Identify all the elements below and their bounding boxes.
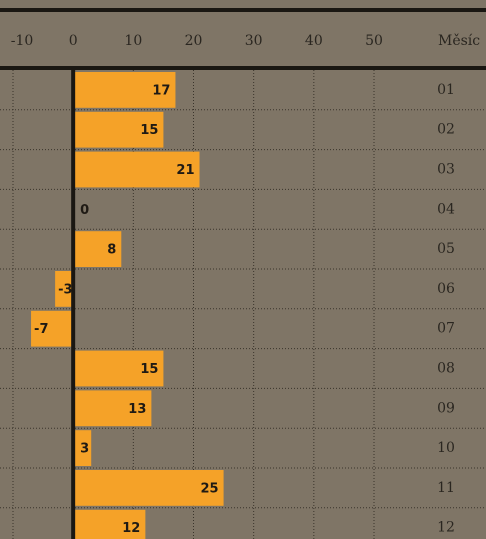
value-label: 15	[140, 123, 158, 138]
category-label: 04	[437, 201, 455, 217]
bar	[73, 151, 200, 188]
category-label: 03	[437, 162, 455, 178]
x-tick-label: 10	[124, 33, 142, 49]
x-tick-label: 50	[365, 33, 383, 49]
category-label: 07	[437, 321, 455, 337]
bar	[73, 390, 152, 427]
category-label: 05	[437, 241, 455, 257]
x-tick-label: -10	[11, 33, 34, 49]
value-label: 25	[200, 481, 218, 496]
x-tick-label: 30	[245, 33, 263, 49]
bar	[73, 430, 92, 466]
x-tick-label: 40	[305, 33, 323, 49]
value-label: 0	[80, 203, 89, 218]
value-label: 8	[107, 243, 116, 258]
category-label: 02	[437, 122, 455, 138]
bar	[73, 231, 122, 267]
value-label: 13	[128, 402, 146, 417]
category-label: 08	[437, 361, 455, 377]
category-label: 12	[437, 520, 455, 536]
value-label: 3	[80, 442, 89, 457]
category-label: 06	[437, 281, 455, 297]
category-label: 10	[437, 440, 455, 456]
bar	[55, 271, 74, 307]
bar	[73, 470, 224, 506]
value-label: 21	[176, 163, 194, 178]
bar	[73, 509, 146, 539]
category-label: 09	[437, 400, 455, 416]
bar	[73, 350, 164, 387]
category-label: 11	[437, 480, 455, 496]
x-tick-label: 20	[185, 33, 203, 49]
bar	[73, 111, 164, 148]
value-label: 15	[140, 362, 158, 377]
value-label: -3	[58, 282, 72, 297]
value-label: -7	[34, 322, 48, 337]
value-label: 12	[122, 521, 140, 536]
axis-label: Měsíc	[438, 33, 480, 49]
value-label: 17	[152, 83, 170, 98]
bar	[73, 72, 176, 108]
bar	[31, 310, 74, 347]
category-label: 01	[437, 82, 455, 98]
x-tick-label: 0	[69, 33, 78, 49]
